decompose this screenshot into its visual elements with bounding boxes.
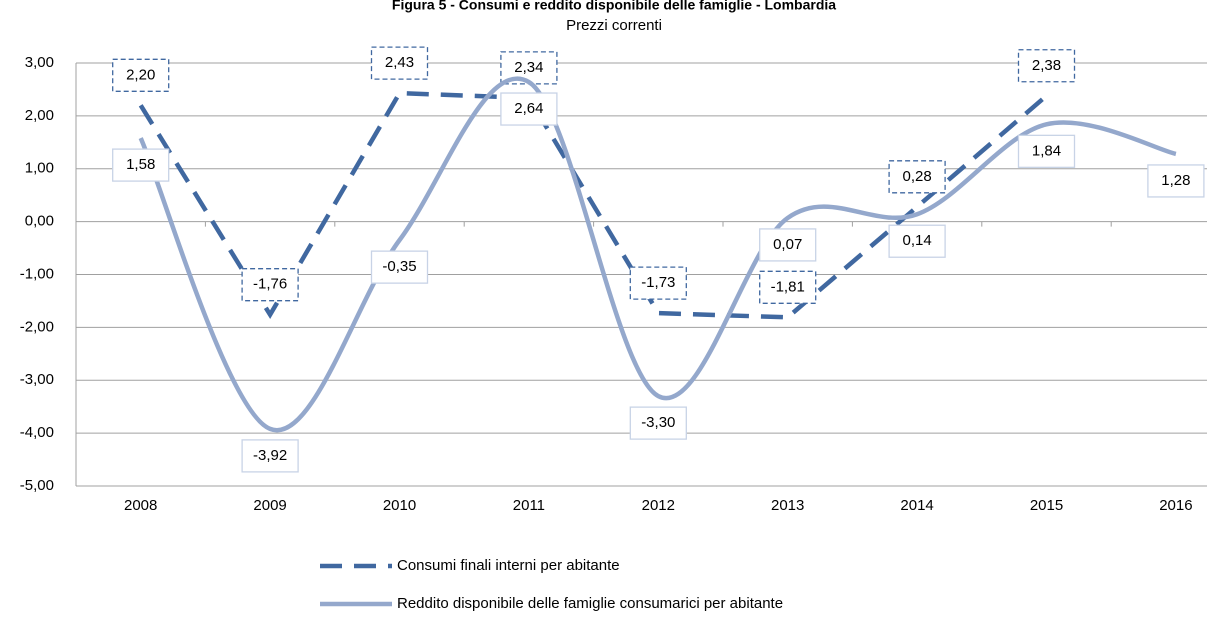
value-label-box: [1017, 134, 1076, 168]
value-label-box: [759, 270, 817, 304]
value-label: -1,81: [771, 278, 805, 295]
x-tick-label: 2013: [771, 497, 804, 514]
y-tick-label: 3,00: [25, 54, 54, 71]
x-tick-label: 2010: [383, 497, 416, 514]
y-tick-label: -3,00: [20, 371, 54, 388]
value-label: 0,14: [902, 232, 931, 249]
chart-subtitle: Prezzi correnti: [566, 17, 662, 34]
value-label-box: [1147, 164, 1205, 198]
value-label-box: [1017, 49, 1076, 83]
y-tick-label: 1,00: [25, 160, 54, 177]
value-label-box: [629, 406, 687, 440]
value-label-box: [500, 92, 558, 126]
legend-label: Reddito disponibile delle famiglie consu…: [397, 595, 783, 612]
x-tick-label: 2011: [513, 497, 545, 514]
x-tick-label: 2016: [1159, 497, 1192, 514]
value-label: 2,64: [514, 100, 543, 117]
x-tick-label: 2015: [1030, 497, 1063, 514]
value-label-box: [888, 160, 946, 194]
value-label: 1,28: [1161, 172, 1190, 189]
chart-title: Figura 5 - Consumi e reddito disponibile…: [392, 0, 836, 13]
y-tick-label: -4,00: [20, 424, 54, 441]
value-label: 1,58: [126, 156, 155, 173]
value-label: -3,92: [253, 447, 287, 464]
value-label-box: [759, 228, 817, 262]
y-tick-label: 2,00: [25, 107, 54, 124]
value-label: 2,34: [514, 59, 543, 76]
x-tick-label: 2014: [900, 497, 933, 514]
value-label-box: [888, 224, 946, 258]
value-label-box: [241, 439, 299, 473]
value-label: -0,35: [382, 258, 416, 275]
value-label: -1,76: [253, 276, 287, 293]
legend-label: Consumi finali interni per abitante: [397, 557, 620, 574]
value-label: 0,07: [773, 236, 802, 253]
y-tick-label: -1,00: [20, 265, 54, 282]
value-label: 2,38: [1032, 57, 1061, 74]
value-label-box: [112, 148, 170, 182]
value-label-box: [112, 58, 170, 92]
value-label: 1,84: [1032, 142, 1061, 159]
x-tick-label: 2009: [253, 497, 286, 514]
value-label-box: [370, 250, 429, 284]
value-label-box: [629, 266, 687, 300]
series-line: [138, 76, 1177, 433]
value-label: 0,28: [902, 168, 931, 185]
x-tick-label: 2008: [124, 497, 157, 514]
value-label: -3,30: [641, 414, 675, 431]
y-tick-label: -5,00: [20, 477, 54, 494]
y-tick-label: 0,00: [25, 213, 54, 230]
value-label-box: [241, 268, 299, 302]
value-label: -1,73: [641, 274, 675, 291]
y-tick-label: -2,00: [20, 318, 54, 335]
x-tick-label: 2012: [642, 497, 675, 514]
value-label-box: [370, 46, 429, 80]
value-label: 2,43: [385, 54, 414, 71]
value-label: 2,20: [126, 66, 155, 83]
